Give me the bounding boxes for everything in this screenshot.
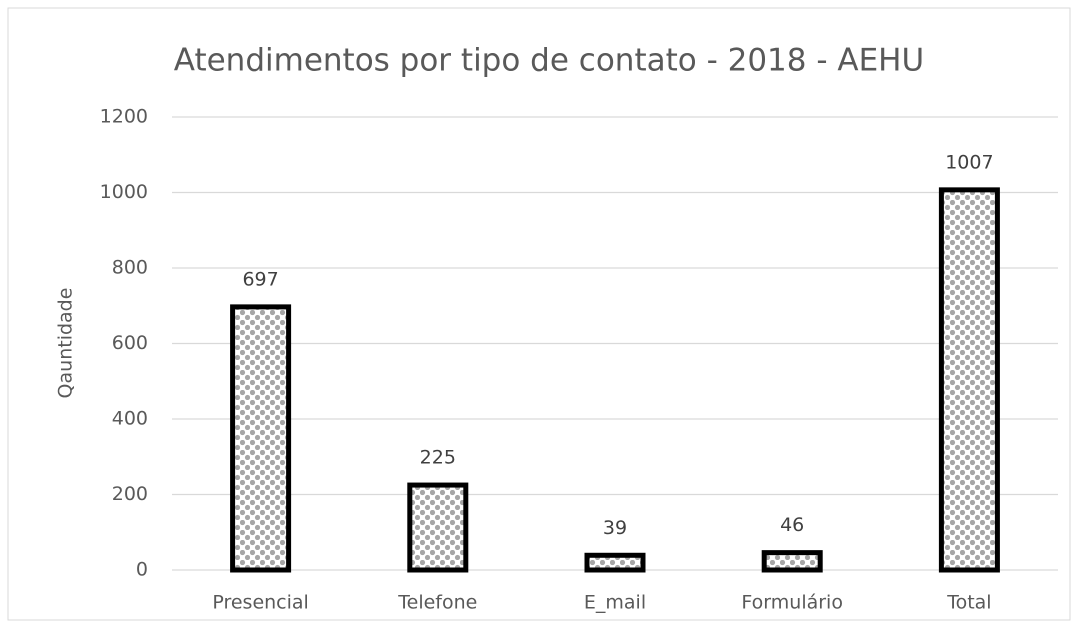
x-tick-label: Formulário [741,592,843,614]
x-tick-label: Presencial [212,592,308,614]
y-tick-label: 600 [112,332,148,354]
data-label: 225 [420,447,456,469]
x-tick-label: Total [946,592,991,614]
data-label: 697 [242,268,278,290]
y-tick-label: 800 [112,257,148,279]
data-label: 39 [603,517,627,539]
x-tick-label: Telefone [397,592,477,614]
bar [230,304,292,573]
chart-border [7,7,1071,621]
bar [938,187,1000,573]
y-axis-label: Qauntidade [55,288,77,399]
y-tick-label: 1200 [100,106,148,128]
y-tick-label: 0 [136,559,148,581]
bar [584,552,646,573]
data-label: 1007 [945,151,993,173]
y-tick-label: 1000 [100,181,148,203]
y-tick-label: 400 [112,408,148,430]
bar [761,550,823,573]
x-tick-label: E_mail [584,592,646,614]
chart-title: Atendimentos por tipo de contato - 2018 … [174,43,924,79]
y-tick-label: 200 [112,483,148,505]
data-label: 46 [780,514,804,536]
bar [407,482,469,573]
